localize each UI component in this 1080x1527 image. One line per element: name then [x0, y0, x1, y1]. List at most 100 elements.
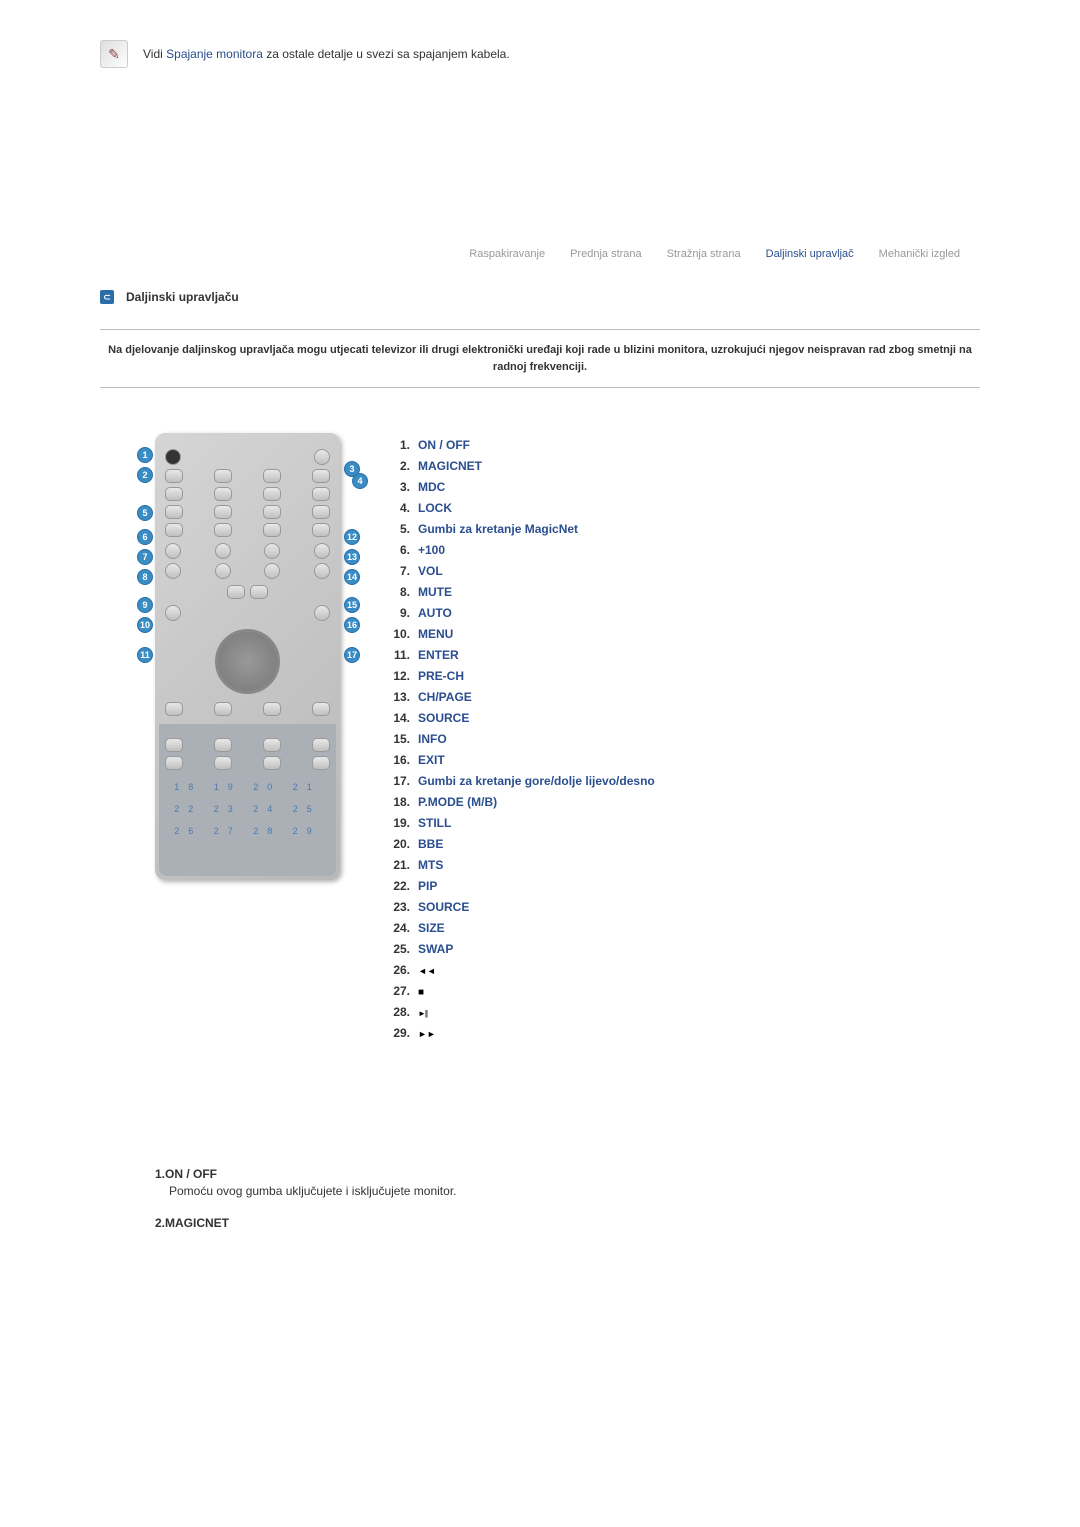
remote-btn	[214, 469, 232, 483]
remote-btn	[314, 543, 330, 559]
list-label-link[interactable]: VOL	[418, 564, 443, 578]
callout-13: 13	[344, 549, 360, 565]
remote-btn	[214, 702, 232, 716]
list-label-link[interactable]: ENTER	[418, 648, 459, 662]
list-label-link[interactable]: LOCK	[418, 501, 452, 515]
list-label-link[interactable]: SIZE	[418, 921, 445, 935]
list-label-link[interactable]: Gumbi za kretanje MagicNet	[418, 522, 578, 536]
remote-btn	[165, 605, 181, 621]
list-item: 4.LOCK	[380, 501, 655, 515]
remote-btn	[263, 738, 281, 752]
section-header: ⊂ Daljinski upravljaču	[100, 290, 980, 304]
tab-mehanicki[interactable]: Mehanički izgled	[879, 248, 960, 260]
list-num: 22.	[380, 879, 410, 893]
list-item: 21. MTS	[380, 858, 655, 872]
list-label-link[interactable]: CH/PAGE	[418, 690, 472, 704]
list-num: 6.	[380, 543, 410, 557]
tab-prednja[interactable]: Prednja strana	[570, 248, 642, 260]
remote-btn	[314, 605, 330, 621]
list-item: 28.	[380, 1005, 655, 1019]
list-label-link[interactable]: SOURCE	[418, 900, 469, 914]
icon-rewind	[418, 963, 436, 977]
list-label-link[interactable]: EXIT	[418, 753, 445, 767]
list-label-link[interactable]: P.MODE (M/B)	[418, 795, 497, 809]
list-num: 20.	[380, 837, 410, 851]
list-label-link[interactable]: PIP	[418, 879, 437, 893]
remote-btn	[312, 756, 330, 770]
list-item: 10. MENU	[380, 627, 655, 641]
list-num: 11.	[380, 648, 410, 662]
list-label-link[interactable]: STILL	[418, 816, 451, 830]
list-label-link[interactable]: INFO	[418, 732, 447, 746]
remote-btn	[215, 563, 231, 579]
list-item: 9. AUTO	[380, 606, 655, 620]
list-label-link[interactable]: MENU	[418, 627, 453, 641]
list-label-link[interactable]: +100	[418, 543, 445, 557]
callout-15: 15	[344, 597, 360, 613]
tab-daljinski[interactable]: Daljinski upravljač	[766, 248, 854, 260]
callout-9: 9	[137, 597, 153, 613]
remote-btn	[165, 563, 181, 579]
remote-btn	[214, 738, 232, 752]
callout-5: 5	[137, 505, 153, 521]
remote-image: 1 2 5 6 7 8 9 10 11 3 4 12 13 14 15 16 1…	[155, 433, 340, 1047]
list-item: 18. P.MODE (M/B)	[380, 795, 655, 809]
list-num: 21.	[380, 858, 410, 872]
remote-power-btn	[165, 449, 181, 465]
remote-btn	[312, 738, 330, 752]
list-label-link[interactable]: MAGICNET	[418, 459, 482, 473]
callout-6: 6	[137, 529, 153, 545]
remote-btn	[165, 523, 183, 537]
remote-btn	[165, 543, 181, 559]
remote-btn	[263, 505, 281, 519]
list-num: 13.	[380, 690, 410, 704]
remote-btn	[264, 543, 280, 559]
tab-straznja[interactable]: Stražnja strana	[667, 248, 741, 260]
remote-btn	[312, 523, 330, 537]
description-text: Pomoću ovog gumba uključujete i isključu…	[169, 1184, 980, 1198]
num-row-3: 26 27 28 29	[163, 826, 332, 836]
section-title: Daljinski upravljaču	[126, 290, 239, 304]
remote-btn	[165, 505, 183, 519]
list-label-link[interactable]: PRE-CH	[418, 669, 464, 683]
list-item: 29.	[380, 1026, 655, 1040]
list-num: 23.	[380, 900, 410, 914]
intro-text: Vidi Spajanje monitora za ostale detalje…	[143, 47, 510, 61]
list-num: 2.	[380, 459, 410, 473]
list-num: 16.	[380, 753, 410, 767]
remote-btn	[215, 543, 231, 559]
list-num: 12.	[380, 669, 410, 683]
list-num: 14.	[380, 711, 410, 725]
list-num: 9.	[380, 606, 410, 620]
callout-11: 11	[137, 647, 153, 663]
list-item: 16. EXIT	[380, 753, 655, 767]
list-num: 10.	[380, 627, 410, 641]
tabs-nav: Raspakiravanje Prednja strana Stražnja s…	[100, 248, 980, 260]
list-label-link[interactable]: Gumbi za kretanje gore/dolje lijevo/desn…	[418, 774, 655, 788]
list-item: 5.Gumbi za kretanje MagicNet	[380, 522, 655, 536]
intro-prefix: Vidi	[143, 47, 166, 61]
list-label-link[interactable]: SWAP	[418, 942, 453, 956]
list-item: 12. PRE-CH	[380, 669, 655, 683]
list-num: 3.	[380, 480, 410, 494]
list-label-link[interactable]: BBE	[418, 837, 443, 851]
list-item: 14. SOURCE	[380, 711, 655, 725]
list-item: 1.ON / OFF	[380, 438, 655, 452]
remote-btn	[263, 487, 281, 501]
intro-link[interactable]: Spajanje monitora	[166, 47, 263, 61]
list-label-link[interactable]: AUTO	[418, 606, 452, 620]
list-label-link[interactable]: SOURCE	[418, 711, 469, 725]
tab-raspakiravanje[interactable]: Raspakiravanje	[469, 248, 545, 260]
list-label-link[interactable]: ON / OFF	[418, 438, 470, 452]
remote-btn	[165, 738, 183, 752]
remote-btn	[263, 523, 281, 537]
list-item: 27.	[380, 984, 655, 998]
list-num: 27.	[380, 984, 410, 998]
list-label-link[interactable]: MDC	[418, 480, 445, 494]
list-num: 18.	[380, 795, 410, 809]
num-row-1: 18 19 20 21	[163, 782, 332, 792]
callout-8: 8	[137, 569, 153, 585]
remote-btn	[263, 702, 281, 716]
list-label-link[interactable]: MUTE	[418, 585, 452, 599]
list-label-link[interactable]: MTS	[418, 858, 443, 872]
